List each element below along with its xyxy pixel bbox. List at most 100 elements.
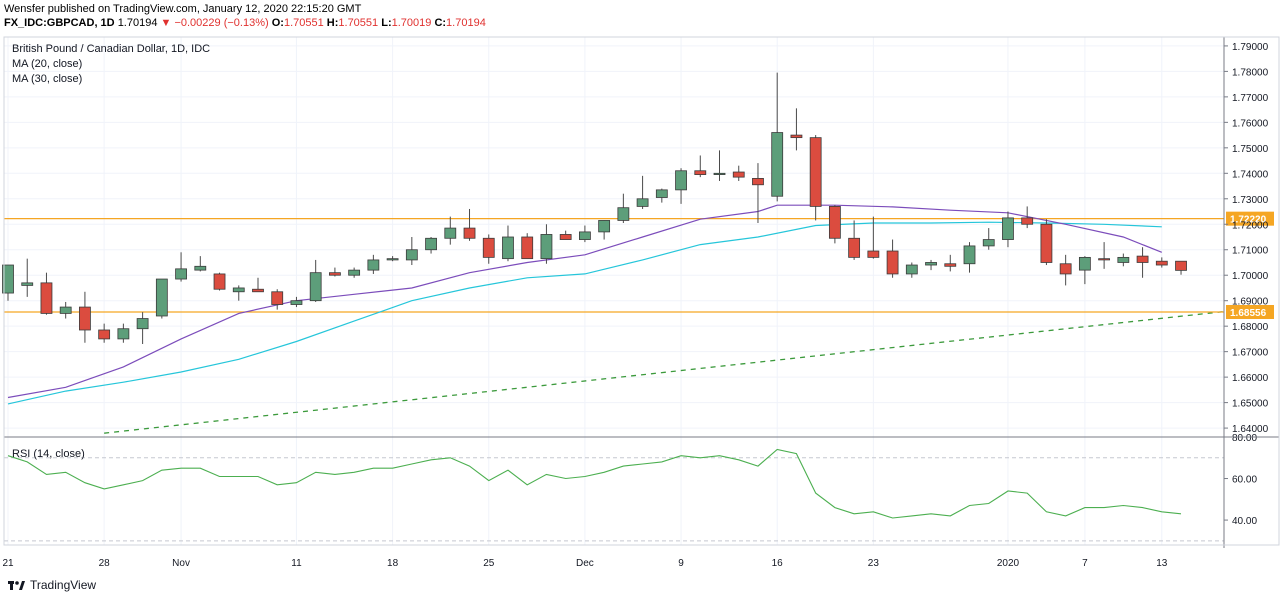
candle-body [425,237,437,251]
candle-body [117,328,130,340]
horizontal-line-label: 1.68556 [1230,308,1267,319]
candle [155,278,168,319]
candle [521,233,534,260]
candle [175,252,187,282]
candle-body [405,249,418,261]
candle [848,220,861,260]
price-tick-label: 1.65000 [1232,399,1269,410]
candle [598,220,611,240]
candle-body [1117,256,1130,263]
candle [1136,247,1149,278]
candle-body [1155,260,1168,266]
candle-body [175,268,187,280]
candle [1021,206,1034,229]
price-tick-label: 1.79000 [1232,42,1269,53]
rsi-pane [7,448,1182,519]
candle [1155,257,1168,268]
candle [232,285,245,301]
candle-body [136,318,149,330]
candle [444,216,457,245]
candle-body [905,264,918,275]
candle-body [40,282,53,314]
candle [713,150,726,181]
candle-body [98,329,111,340]
candle [463,208,476,241]
trendline-segment [104,310,1225,434]
price-tick-label: 1.76000 [1232,118,1269,129]
price-tick-label: 1.73000 [1232,195,1269,206]
candle-body [482,237,495,258]
price-tick-label: 1.70000 [1232,271,1269,282]
publisher-text: Wensfer published on TradingView.com, Ja… [4,3,362,15]
candle [405,237,418,266]
ma20-path [7,204,1163,399]
price-tick-label: 1.69000 [1232,297,1269,308]
candle-body [886,250,899,275]
candle-body [655,189,668,198]
candle-body [271,291,284,305]
low-value: 1.70019 [391,17,432,29]
ma20-line [7,204,1163,399]
candle-body [1002,217,1014,240]
candle-body [59,306,72,314]
ma30-line [7,221,1162,405]
candle-body [155,278,168,317]
candle [59,301,72,319]
horizontal-lines[interactable]: 1.72220 1.68556 [4,211,1274,320]
price-tick-label: 1.71000 [1232,246,1269,257]
candle [828,205,841,244]
grid [4,37,1224,545]
legend-title: British Pound / Canadian Dollar, 1D, IDC [12,43,210,55]
rsi-tick-label: 60.00 [1232,475,1257,486]
time-tick-label: 2020 [997,558,1020,569]
candle-body [540,234,553,260]
time-tick-label: 13 [1156,558,1168,569]
legend: British Pound / Canadian Dollar, 1D, IDC… [12,43,210,460]
price-tick-label: 1.75000 [1232,144,1269,155]
price-tick-label: 1.74000 [1232,169,1269,180]
candle [79,291,91,343]
candle [1175,260,1187,275]
candle [1117,253,1130,267]
candle [925,259,937,271]
candle [213,272,226,291]
candle [348,267,361,278]
candle-body [367,259,380,271]
price-tick-label: 1.72000 [1232,220,1269,231]
price-tick-label: 1.67000 [1232,348,1269,359]
candle [1059,254,1072,286]
candle-body [1136,255,1149,263]
candle [117,323,130,343]
candle [290,296,303,308]
candle-body [1040,223,1053,263]
candle-body [2,264,14,294]
candle-body [732,171,745,178]
close-value: 1.70194 [446,17,486,29]
candle [579,225,591,243]
publisher-line: Wensfer published on TradingView.com, Ja… [4,3,361,15]
candle-body [809,137,822,207]
candle [502,225,514,262]
time-tick-label: Nov [172,558,190,569]
candle [790,108,803,151]
candle-body [828,206,841,239]
candle [98,323,111,343]
candle-body [502,236,514,260]
price-tick-label: 1.64000 [1232,424,1269,435]
low-label: L: [381,17,392,29]
candles [2,72,1187,345]
candle-body [752,178,764,186]
candle [2,264,14,301]
symbol: FX_IDC:GBPCAD, 1D [4,17,115,29]
candle-body [329,272,341,276]
candle [617,193,630,223]
time-tick-label: 23 [868,558,880,569]
time-tick-label: 7 [1082,558,1088,569]
candle-body [1098,258,1111,261]
high-label: H: [326,17,339,29]
candle-body [963,245,976,265]
rsi-tick-label: 80.00 [1232,433,1257,444]
trendline[interactable] [104,310,1225,434]
candle-body [559,234,572,240]
